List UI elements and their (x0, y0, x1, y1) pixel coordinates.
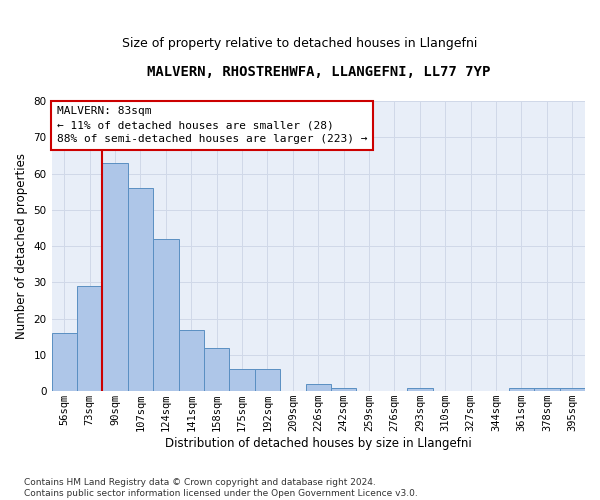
Bar (77, 286, 103, 391)
Bar (305, 384, 331, 391)
Bar (534, 388, 560, 391)
Bar (103, 162, 128, 391)
Bar (52, 333, 77, 391)
Bar (407, 388, 433, 391)
Title: MALVERN, RHOSTREHWFA, LLANGEFNI, LL77 7YP: MALVERN, RHOSTREHWFA, LLANGEFNI, LL77 7Y… (146, 65, 490, 79)
Bar (128, 188, 153, 391)
Text: MALVERN: 83sqm
← 11% of detached houses are smaller (28)
88% of semi-detached ho: MALVERN: 83sqm ← 11% of detached houses … (56, 106, 367, 144)
Text: Contains HM Land Registry data © Crown copyright and database right 2024.
Contai: Contains HM Land Registry data © Crown c… (24, 478, 418, 498)
Y-axis label: Number of detached properties: Number of detached properties (15, 153, 28, 339)
X-axis label: Distribution of detached houses by size in Llangefni: Distribution of detached houses by size … (165, 437, 472, 450)
Bar (229, 370, 255, 391)
Bar (560, 388, 585, 391)
Bar (179, 330, 204, 391)
Bar (204, 348, 229, 391)
Text: Size of property relative to detached houses in Llangefni: Size of property relative to detached ho… (122, 38, 478, 51)
Bar (255, 370, 280, 391)
Bar (509, 388, 534, 391)
Bar (153, 239, 179, 391)
Bar (331, 388, 356, 391)
